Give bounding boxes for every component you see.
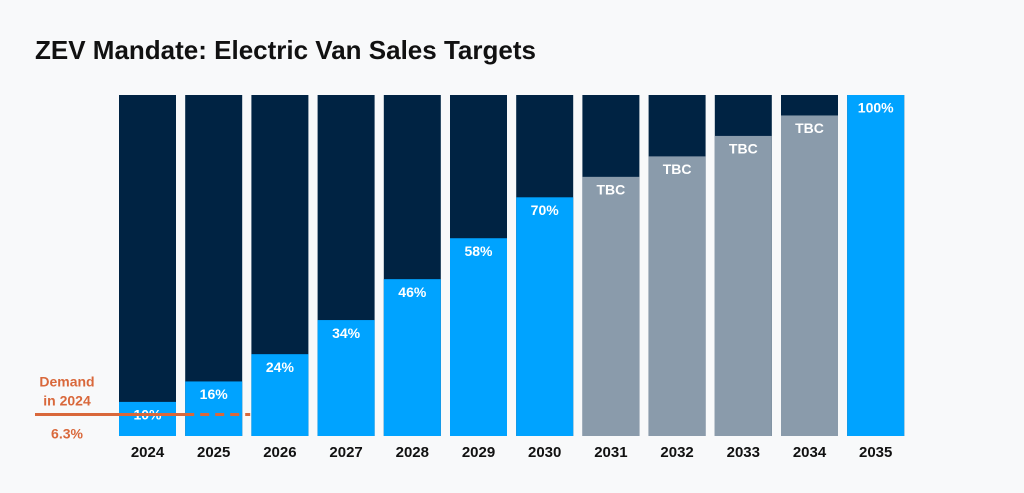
- bar: [714, 135, 772, 437]
- x-tick-label: 2028: [396, 444, 429, 461]
- chart-title: ZEV Mandate: Electric Van Sales Targets: [35, 35, 536, 65]
- bar: [450, 238, 507, 436]
- annotation-text: in 2024: [43, 393, 91, 409]
- x-tick-label: 2035: [859, 444, 892, 461]
- value-label: TBC: [597, 182, 626, 198]
- value-label: 70%: [531, 202, 560, 218]
- bar: [516, 197, 574, 436]
- value-label: 24%: [266, 359, 295, 375]
- bar: [648, 156, 706, 436]
- bar: [847, 95, 905, 436]
- x-tick-label: 2025: [197, 444, 230, 461]
- value-label: 100%: [858, 100, 894, 116]
- value-label: 58%: [464, 243, 493, 259]
- bar: [251, 354, 309, 436]
- x-tick-label: 2032: [660, 444, 693, 461]
- value-label: 34%: [332, 325, 361, 341]
- x-tick-label: 2027: [329, 444, 362, 461]
- bar-track: [119, 95, 176, 436]
- x-tick-label: 2031: [594, 444, 627, 461]
- annotation-text: Demand: [39, 374, 94, 390]
- bar: [119, 401, 176, 436]
- bar: [383, 279, 441, 436]
- bar: [781, 115, 838, 437]
- x-tick-label: 2034: [793, 444, 827, 461]
- bar: [582, 176, 640, 436]
- x-tick-label: 2030: [528, 444, 561, 461]
- bar: [185, 381, 243, 436]
- x-tick-label: 2024: [131, 444, 165, 461]
- x-tick-label: 2026: [263, 444, 296, 461]
- value-label: TBC: [795, 120, 824, 136]
- annotation-value: 6.3%: [51, 426, 83, 442]
- value-label: TBC: [729, 141, 758, 157]
- bar: [317, 320, 375, 436]
- value-label: 46%: [398, 284, 427, 300]
- value-label: 16%: [200, 386, 229, 402]
- x-tick-label: 2029: [462, 444, 495, 461]
- value-label: TBC: [663, 161, 692, 177]
- x-tick-label: 2033: [727, 444, 760, 461]
- bar-track: [185, 95, 243, 436]
